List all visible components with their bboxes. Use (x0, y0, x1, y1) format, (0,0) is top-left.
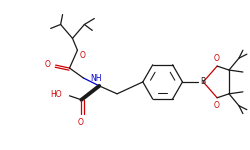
Text: O: O (213, 54, 219, 63)
Text: O: O (78, 118, 83, 127)
Text: B: B (200, 77, 205, 86)
Text: HO: HO (50, 90, 62, 99)
Text: O: O (80, 51, 85, 60)
Text: O: O (213, 101, 219, 110)
Text: NH: NH (90, 74, 102, 83)
Text: O: O (45, 60, 51, 69)
